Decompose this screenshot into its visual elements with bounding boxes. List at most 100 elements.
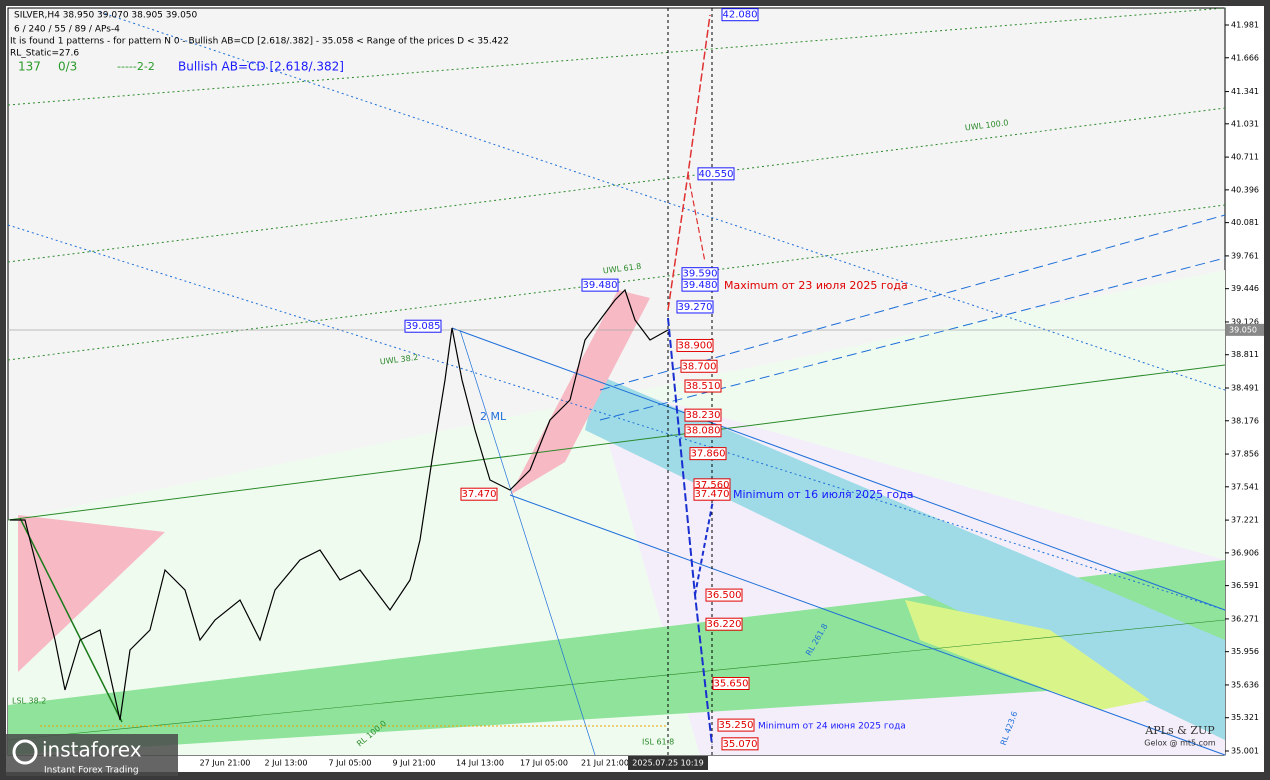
logo-tagline: Instant Forex Trading: [44, 766, 139, 776]
price-tick-label: 37.221: [1231, 516, 1259, 525]
code: -----2-2: [117, 60, 155, 73]
price-tick-label: 35.636: [1231, 680, 1259, 689]
price-label: 39.480: [683, 280, 718, 291]
time-tick-label: 17 Jul 05:00: [520, 759, 568, 768]
price-label-box: [721, 737, 759, 751]
trend-line: [599, 257, 1226, 421]
trend-line: [7, 619, 1226, 741]
price-label-box: [681, 278, 719, 292]
current-price: 39.050: [1229, 325, 1257, 334]
price-tick-label: 41.981: [1231, 21, 1259, 30]
time-tick-label: 9 Jul 21:00: [393, 759, 436, 768]
time-axis: [8, 756, 1226, 770]
settings-line: 6 / 240 / 55 / 89 / APs-4: [14, 25, 120, 35]
pattern-name: Bullish AB=CD [2.618/.382]: [178, 60, 344, 74]
pink-band: [510, 290, 650, 495]
annotation: 2 ML: [480, 410, 507, 423]
price-tick-label: 40.711: [1231, 153, 1259, 162]
annotation: Minimum от 16 июля 2025 года: [733, 488, 914, 501]
price-label: 38.230: [686, 410, 721, 421]
price-tick-label: 41.666: [1231, 53, 1259, 62]
trend-line: [459, 329, 596, 756]
pink-triangle: [18, 515, 165, 672]
trend-line: [509, 494, 1226, 756]
price-label: 37.860: [691, 449, 726, 460]
price-label: 38.900: [678, 340, 713, 351]
price-label-box: [689, 447, 727, 461]
price-tick-label: 37.541: [1231, 482, 1259, 491]
time-tick-label: 21 Jul 21:00: [581, 759, 629, 768]
annotation: Maximum от 23 июля 2025 года: [724, 279, 908, 292]
forecast-up: [687, 173, 706, 263]
price-tick-label: 40.396: [1231, 185, 1259, 194]
price-label: 35.650: [714, 678, 749, 689]
price-tick-label: 36.591: [1231, 581, 1259, 590]
price-label-box: [693, 487, 731, 501]
price-label-box: [684, 424, 722, 438]
price-tick-label: 36.271: [1231, 614, 1259, 623]
annotation: LSL 38.2: [12, 697, 46, 706]
price-tick-label: 35.321: [1231, 713, 1259, 722]
price-label: 37.470: [462, 489, 497, 500]
trend-line: [19, 517, 123, 723]
price-tick-label: 39.761: [1231, 251, 1259, 260]
price-label-box: [697, 167, 735, 181]
price-label-box: [680, 359, 718, 373]
price-tick-label: 35.956: [1231, 647, 1259, 656]
annotation: Minimum от 24 июня 2025 года: [758, 722, 906, 732]
price-label: 42.080: [723, 10, 758, 21]
yellow-zone: [905, 600, 1150, 710]
time-tick-label: 7 Jul 05:00: [329, 759, 372, 768]
time-tick-label: 27 Jun 21:00: [200, 759, 251, 768]
price-tick-label: 36.906: [1231, 548, 1259, 557]
price-label: 39.085: [406, 321, 441, 332]
price-label: 39.480: [583, 280, 618, 291]
price-label: 35.070: [723, 739, 758, 750]
logo: instaforex: [42, 738, 142, 762]
price-label-box: [676, 338, 714, 352]
price-label: 37.560: [695, 480, 730, 491]
price-label: 40.550: [699, 169, 734, 180]
price-label: 38.510: [686, 381, 721, 392]
price-label: 38.700: [682, 361, 717, 372]
price-tick-label: 39.446: [1231, 284, 1259, 293]
price-label-box: [705, 617, 743, 631]
current-time-box: [628, 756, 708, 770]
ratio: 0/3: [58, 60, 77, 74]
price-label: 36.500: [707, 590, 742, 601]
time-tick-label: 14 Jul 13:00: [456, 759, 504, 768]
annotation: ISL 61.8: [642, 738, 674, 747]
price-label: 35.250: [719, 720, 754, 731]
price-label-box: [705, 588, 743, 602]
logo-icon: [12, 739, 38, 765]
current-price-box: [1226, 323, 1264, 336]
site: Gelox @ mt5.com: [1144, 739, 1216, 748]
price-tick-label: 35.001: [1231, 747, 1259, 756]
static-line: RL_Static=27.6: [10, 49, 79, 59]
pattern-line: It is found 1 patterns - for pattern N 0…: [10, 37, 509, 47]
price-path: [10, 288, 669, 721]
price-tick-label: 40.081: [1231, 218, 1259, 227]
price-label-box: [712, 676, 750, 690]
price-label: 38.080: [686, 426, 721, 437]
trend-lines: [7, 7, 1226, 756]
price-label-box: [721, 8, 759, 22]
trend-line: [7, 7, 1226, 106]
price-tick-label: 38.176: [1231, 416, 1259, 425]
price-label-box: [404, 319, 442, 333]
symbol-line: SILVER,H4 38.950 39.070 38.905 39.050: [14, 11, 198, 21]
trend-line: [451, 327, 1226, 611]
price-axis: [1226, 8, 1264, 756]
price-label-box: [460, 487, 498, 501]
price-label: 36.220: [707, 619, 742, 630]
count: 137: [18, 60, 41, 74]
forecast-down: [694, 494, 715, 596]
price-label: 37.470: [695, 489, 730, 500]
price-tick-label: 41.341: [1231, 87, 1259, 96]
price-label-box: [684, 408, 722, 422]
price-label: 39.270: [678, 302, 713, 313]
trend-line: [7, 364, 1226, 521]
price-tick-label: 38.491: [1231, 384, 1259, 393]
